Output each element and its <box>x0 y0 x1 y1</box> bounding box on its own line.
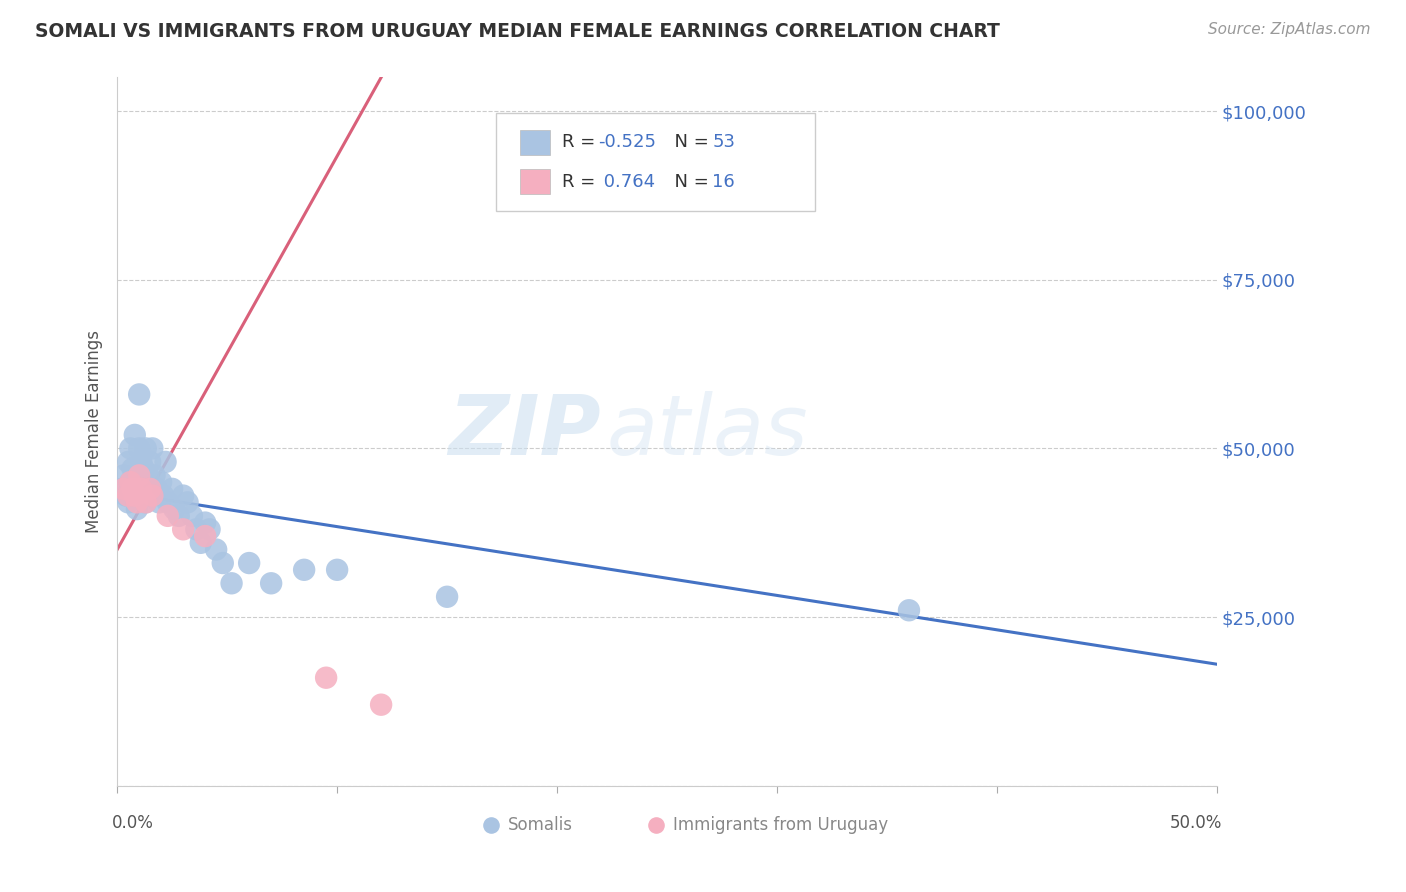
Point <box>121 482 143 496</box>
Point <box>156 495 179 509</box>
Point <box>128 468 150 483</box>
Point <box>124 489 146 503</box>
Point <box>120 475 142 489</box>
Point <box>260 576 283 591</box>
Point <box>139 482 162 496</box>
Point <box>124 428 146 442</box>
Point <box>238 556 260 570</box>
Point <box>898 603 921 617</box>
Point <box>135 495 157 509</box>
Point <box>139 482 162 496</box>
Point <box>198 522 221 536</box>
Point <box>141 489 163 503</box>
Point <box>125 482 148 496</box>
Point <box>853 779 876 793</box>
Y-axis label: Median Female Earnings: Median Female Earnings <box>86 330 103 533</box>
Point <box>167 508 190 523</box>
Point <box>117 495 139 509</box>
Point <box>131 489 153 503</box>
Point <box>135 442 157 456</box>
Point <box>176 495 198 509</box>
Point <box>160 482 183 496</box>
Point <box>181 508 204 523</box>
Point <box>194 529 217 543</box>
Text: R =: R = <box>562 173 600 191</box>
Text: Somalis: Somalis <box>508 815 572 833</box>
Point <box>370 698 392 712</box>
Point <box>143 468 166 483</box>
Text: ZIP: ZIP <box>449 391 600 472</box>
Point <box>205 542 228 557</box>
Point <box>121 461 143 475</box>
Point <box>141 489 163 503</box>
Point <box>135 495 157 509</box>
Point <box>186 522 208 536</box>
Point <box>156 508 179 523</box>
Point <box>125 502 148 516</box>
Point <box>125 495 148 509</box>
Point <box>131 482 153 496</box>
Text: 0.0%: 0.0% <box>111 814 153 832</box>
Text: N =: N = <box>664 173 714 191</box>
Text: 53: 53 <box>713 133 735 152</box>
Point <box>172 522 194 536</box>
Point <box>150 475 173 489</box>
Point <box>146 482 169 496</box>
Point <box>121 482 143 496</box>
Point <box>326 563 349 577</box>
Point <box>155 455 177 469</box>
Text: N =: N = <box>664 133 714 152</box>
Point <box>131 455 153 469</box>
Point <box>1184 779 1206 793</box>
Point <box>292 563 315 577</box>
Text: 16: 16 <box>713 173 735 191</box>
Point <box>190 536 212 550</box>
Point <box>112 482 135 496</box>
Point <box>115 489 138 503</box>
Point <box>117 455 139 469</box>
Point <box>436 590 458 604</box>
Point <box>110 482 132 496</box>
Point <box>117 489 139 503</box>
Text: -0.525: -0.525 <box>599 133 657 152</box>
Point <box>112 468 135 483</box>
Text: 50.0%: 50.0% <box>1170 814 1222 832</box>
Point <box>128 475 150 489</box>
Point <box>132 461 155 475</box>
Text: Immigrants from Uruguay: Immigrants from Uruguay <box>672 815 887 833</box>
Point <box>120 475 142 489</box>
Point <box>172 489 194 503</box>
Point <box>132 482 155 496</box>
Text: Source: ZipAtlas.com: Source: ZipAtlas.com <box>1208 22 1371 37</box>
Text: 0.764: 0.764 <box>599 173 655 191</box>
Point <box>211 556 233 570</box>
Point <box>221 576 243 591</box>
Point <box>148 495 170 509</box>
Point <box>163 502 186 516</box>
Point <box>194 516 217 530</box>
Point <box>136 468 159 483</box>
Point <box>315 671 337 685</box>
Point <box>141 442 163 456</box>
Point <box>124 468 146 483</box>
Text: R =: R = <box>562 133 600 152</box>
Point <box>128 387 150 401</box>
Text: SOMALI VS IMMIGRANTS FROM URUGUAY MEDIAN FEMALE EARNINGS CORRELATION CHART: SOMALI VS IMMIGRANTS FROM URUGUAY MEDIAN… <box>35 22 1000 41</box>
Point <box>128 442 150 456</box>
Point <box>139 455 162 469</box>
Point <box>152 489 174 503</box>
Point <box>120 442 142 456</box>
Text: atlas: atlas <box>606 391 808 472</box>
